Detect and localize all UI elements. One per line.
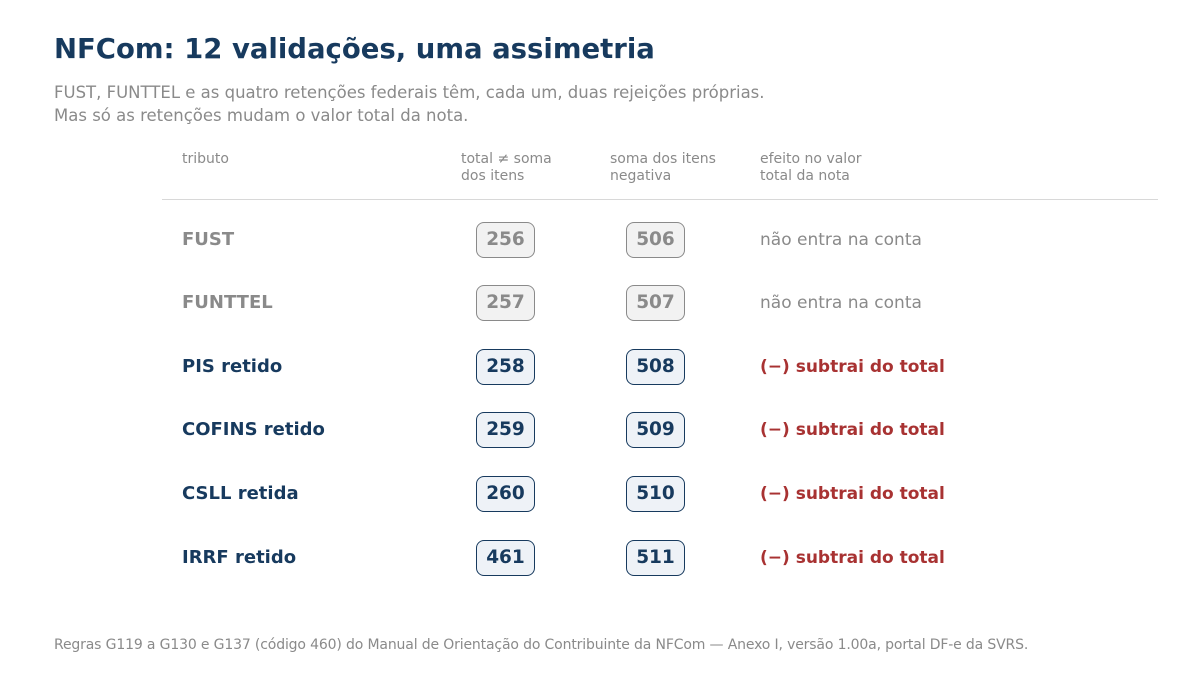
tributo-name: FUNTTEL [182, 292, 273, 313]
subtitle-line-1: FUST, FUNTTEL e as quatro retenções fede… [54, 83, 765, 102]
rejection-code-negative-badge: 509 [626, 412, 685, 448]
effect-text: não entra na conta [760, 230, 922, 250]
table-row-funttel: FUNTTEL 257 507 não entra na conta [0, 285, 1200, 321]
effect-text: (−) subtrai do total [760, 484, 945, 504]
column-header-negative-line-1: soma dos itens [610, 151, 716, 167]
subtitle-line-2: Mas só as retenções mudam o valor total … [54, 105, 469, 125]
table-row-pis: PIS retido 258 508 (−) subtrai do total [0, 349, 1200, 385]
column-header-total-diff: total ≠ soma dos itens [461, 151, 552, 185]
tributo-name: PIS retido [182, 356, 283, 377]
column-header-tributo: tributo [182, 151, 229, 168]
table-row-fust: FUST 256 506 não entra na conta [0, 222, 1200, 258]
table-row-irrf: IRRF retido 461 511 (−) subtrai do total [0, 540, 1200, 576]
tributo-name: COFINS retido [182, 419, 325, 440]
column-header-effect-line-1: efeito no valor [760, 151, 862, 167]
column-header-total-diff-line-2: dos itens [461, 168, 525, 184]
source-footnote: Regras G119 a G130 e G137 (código 460) d… [54, 637, 1029, 653]
column-header-effect: efeito no valor total da nota [760, 151, 862, 185]
table-row-csll: CSLL retida 260 510 (−) subtrai do total [0, 476, 1200, 512]
effect-text: (−) subtrai do total [760, 357, 945, 377]
rejection-code-negative-badge: 508 [626, 349, 685, 385]
table-row-cofins: COFINS retido 259 509 (−) subtrai do tot… [0, 412, 1200, 448]
effect-text: (−) subtrai do total [760, 548, 945, 568]
tributo-name: CSLL retida [182, 483, 299, 504]
rejection-code-negative-badge: 507 [626, 285, 685, 321]
column-header-tributo-line-1: tributo [182, 151, 229, 167]
rejection-code-total-badge: 259 [476, 412, 535, 448]
rejection-code-total-badge: 260 [476, 476, 535, 512]
rejection-code-negative-badge: 511 [626, 540, 685, 576]
effect-text: (−) subtrai do total [760, 420, 945, 440]
rejection-code-total-badge: 461 [476, 540, 535, 576]
rejection-code-negative-badge: 506 [626, 222, 685, 258]
rejection-code-total-badge: 256 [476, 222, 535, 258]
rejection-code-total-badge: 257 [476, 285, 535, 321]
effect-text: não entra na conta [760, 293, 922, 313]
column-header-total-diff-line-1: total ≠ soma [461, 151, 552, 167]
column-header-negative-line-2: negativa [610, 168, 672, 184]
tributo-name: IRRF retido [182, 547, 297, 568]
column-header-negative: soma dos itens negativa [610, 151, 716, 185]
subtitle: FUST, FUNTTEL e as quatro retenções fede… [54, 82, 765, 127]
header-divider [162, 199, 1158, 200]
column-header-effect-line-2: total da nota [760, 168, 850, 184]
rejection-code-negative-badge: 510 [626, 476, 685, 512]
page-title: NFCom: 12 validações, uma assimetria [54, 33, 655, 65]
rejection-code-total-badge: 258 [476, 349, 535, 385]
tributo-name: FUST [182, 229, 235, 250]
